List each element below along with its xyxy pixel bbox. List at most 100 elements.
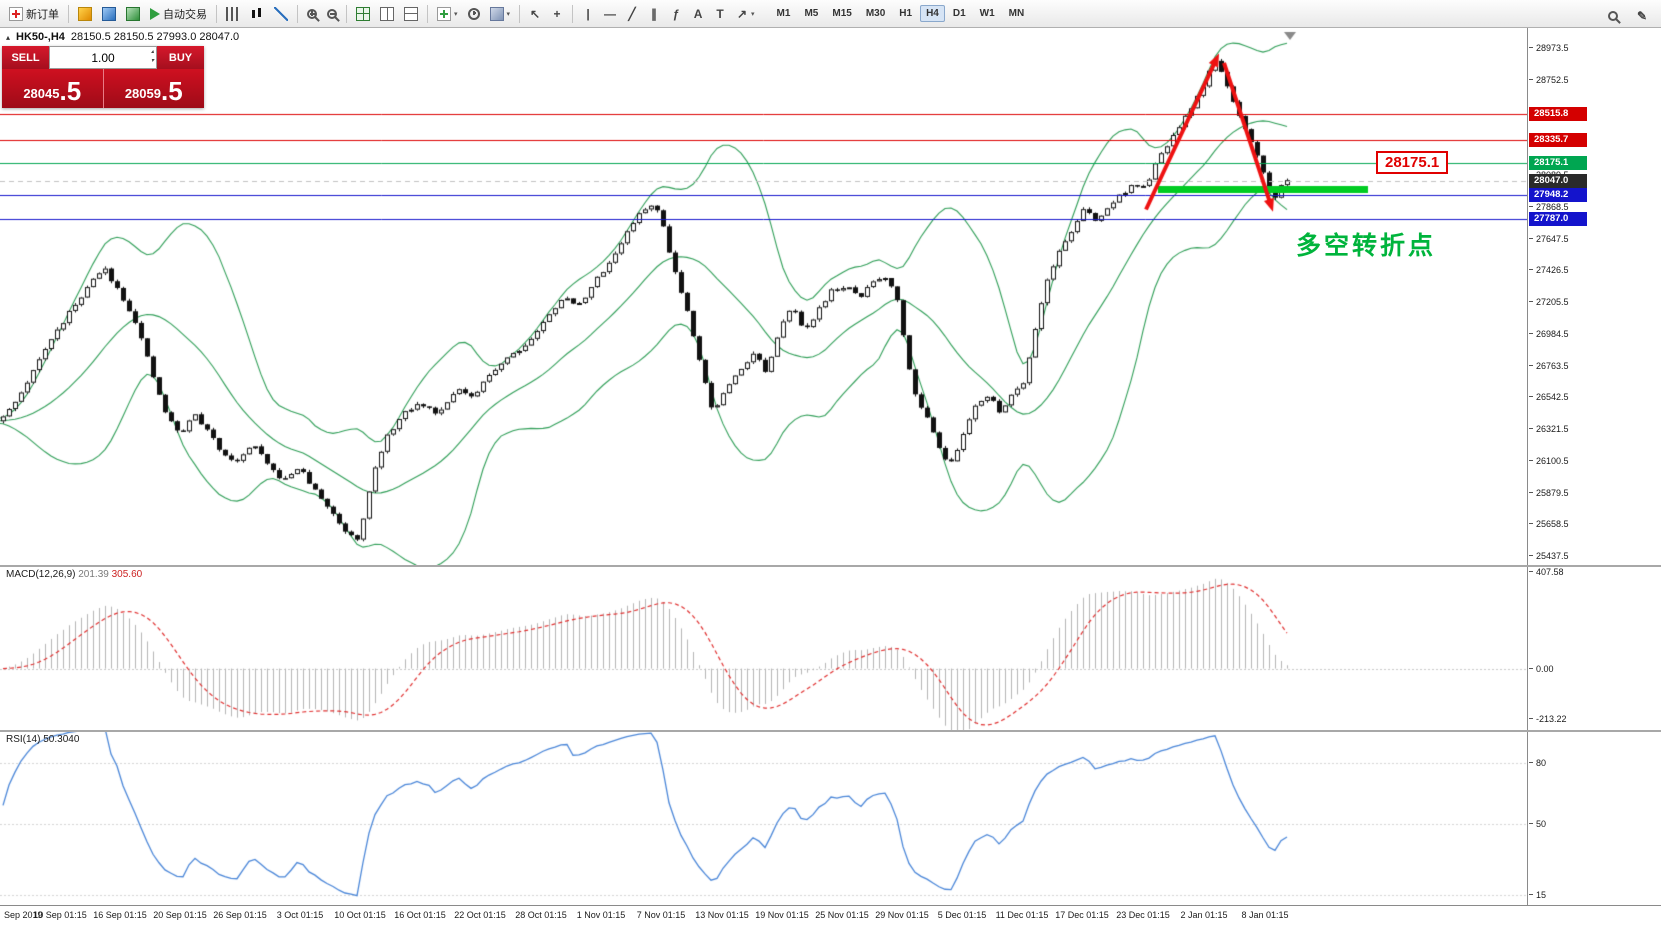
toolbar-separator — [572, 4, 574, 23]
navigator-button[interactable] — [97, 1, 121, 26]
price-axis[interactable]: 28973.528752.528531.528310.528089.527868… — [1527, 28, 1661, 906]
bars-chart-icon — [226, 6, 240, 21]
toolbar-separator — [427, 4, 428, 23]
terminal-button[interactable] — [121, 1, 145, 26]
terminal-icon — [126, 6, 140, 21]
quote-bar: ▴ HK50-,H4 28150.5 28150.5 27993.0 28047… — [6, 31, 239, 43]
price-tag-28175.1: 28175.1 — [1529, 155, 1587, 170]
volume-stepper[interactable]: ▴ ▾ — [151, 48, 154, 66]
sell-price-fraction: .5 — [59, 76, 82, 106]
toolbar-separator — [346, 4, 347, 23]
new-order-button[interactable]: 新订单 — [4, 1, 64, 26]
macd-label: MACD(12,26,9) 201.39 305.60 — [6, 569, 142, 580]
tile-horizontal-button[interactable] — [399, 1, 423, 26]
new-chart-button[interactable]: ▾ — [432, 1, 463, 26]
one-click-trading-panel: SELL 1.00 ▴ ▾ BUY 28045.5 28059.5 — [2, 46, 204, 108]
autoscroll-button[interactable] — [463, 1, 485, 26]
timeframe-d1[interactable]: D1 — [952, 8, 966, 19]
horizontal-line-button[interactable]: — — [599, 1, 621, 26]
price-tag-28335.7: 28335.7 — [1529, 132, 1587, 147]
time-label: 26 Sep 01:15 — [213, 910, 267, 920]
bar-chart-button[interactable] — [221, 1, 245, 26]
line-chart-button[interactable] — [269, 1, 293, 26]
time-label: 25 Nov 01:15 — [815, 910, 869, 920]
label-button[interactable]: T — [709, 1, 731, 26]
time-axis[interactable]: Sep 2019 10 Sep 01:15 16 Sep 01:15 20 Sep 0… — [0, 906, 1527, 952]
axis-tick: 25658.5 — [1529, 519, 1569, 530]
stepper-down-icon[interactable]: ▾ — [150, 58, 154, 64]
tile-vertical-button[interactable] — [375, 1, 399, 26]
macd-main-value: 201.39 — [78, 569, 109, 580]
time-label: 20 Sep 01:15 — [153, 910, 207, 920]
price-tag-27787.0: 27787.0 — [1529, 211, 1587, 226]
search-button[interactable] — [1603, 3, 1623, 28]
time-label: Sep 2019 — [4, 910, 43, 920]
time-label: 8 Jan 01:15 — [1241, 910, 1289, 920]
zoom-out-button[interactable] — [322, 1, 342, 26]
timeframe-toolbar: M1 M5 M15 M30 H1 H4 D1 W1 MN — [770, 5, 1032, 22]
tile-windows-button[interactable] — [351, 1, 375, 26]
vertical-line-button[interactable]: | — [577, 1, 599, 26]
timeframe-w1[interactable]: W1 — [979, 8, 995, 19]
tile-h-icon — [404, 6, 418, 21]
market-watch-button[interactable] — [73, 1, 97, 26]
timeframe-h1[interactable]: H1 — [899, 8, 913, 19]
channel-button[interactable]: ∥ — [643, 1, 665, 26]
sell-price[interactable]: 28045.5 — [2, 69, 103, 108]
edit-button[interactable]: ✎ — [1631, 3, 1653, 28]
new-order-button-label: 新订单 — [26, 8, 59, 21]
stepper-up-icon[interactable]: ▴ — [150, 49, 154, 55]
cursor-button[interactable]: ↖ — [524, 1, 546, 26]
panel-separator[interactable] — [0, 565, 1661, 567]
autotrading-button[interactable]: 自动交易 — [145, 1, 212, 26]
buy-price[interactable]: 28059.5 — [102, 69, 205, 108]
trendline-button[interactable]: ╱ — [621, 1, 643, 26]
timeframe-m30[interactable]: M30 — [865, 8, 886, 19]
axis-tick: 27647.5 — [1529, 233, 1569, 244]
arrows-icon: ↗ — [737, 6, 748, 21]
axis-tick: 407.58 — [1529, 567, 1564, 578]
axis-tick: 26984.5 — [1529, 328, 1569, 339]
autotrading-button-label: 自动交易 — [163, 8, 207, 21]
macd-panel[interactable] — [0, 567, 1527, 730]
axis-tick: 26763.5 — [1529, 360, 1569, 371]
time-label: 3 Oct 01:15 — [276, 910, 324, 920]
axis-tick: 26542.5 — [1529, 392, 1569, 403]
buy-button[interactable]: BUY — [157, 46, 204, 69]
turning-point-annotation: 多空转折点 — [1296, 232, 1437, 260]
timeframe-m5[interactable]: M5 — [804, 8, 819, 19]
text-button[interactable]: A — [687, 1, 709, 26]
axis-tick: -213.22 — [1529, 713, 1567, 724]
time-label: 10 Oct 01:15 — [334, 910, 386, 920]
timeframe-m1[interactable]: M1 — [776, 8, 791, 19]
timeframe-h4[interactable]: H4 — [920, 5, 945, 22]
symbol-title: HK50-,H4 — [16, 31, 65, 43]
crosshair-button[interactable]: + — [546, 1, 568, 26]
rsi-panel[interactable] — [0, 732, 1527, 905]
market-watch-icon — [78, 6, 92, 21]
fibonacci-button[interactable]: ƒ — [665, 1, 687, 26]
axis-tick: 28752.5 — [1529, 74, 1569, 85]
time-label: 23 Dec 01:15 — [1116, 910, 1170, 920]
navigator-icon — [102, 6, 116, 21]
arrows-button[interactable]: ↗ ▾ — [731, 1, 760, 26]
macd-signal-value: 305.60 — [111, 569, 143, 580]
zoom-in-button[interactable] — [302, 1, 322, 26]
clock-icon — [467, 7, 480, 20]
panel-separator[interactable] — [0, 730, 1661, 732]
timeframe-mn[interactable]: MN — [1008, 8, 1025, 19]
sell-button[interactable]: SELL — [2, 46, 49, 69]
time-label: 19 Nov 01:15 — [755, 910, 809, 920]
toolbar-separator — [216, 4, 217, 23]
volume-input[interactable]: 1.00 ▴ ▾ — [49, 46, 157, 69]
axis-tick: 25437.5 — [1529, 551, 1569, 562]
template-icon — [489, 6, 504, 21]
templates-button[interactable]: ▾ — [485, 1, 516, 26]
price-annotation-box[interactable]: 28175.1 — [1376, 151, 1449, 174]
new-chart-icon — [437, 6, 451, 21]
time-label: 29 Nov 01:15 — [875, 910, 929, 920]
main-price-chart[interactable] — [0, 28, 1527, 565]
timeframe-m15[interactable]: M15 — [832, 8, 852, 19]
collapse-icon[interactable]: ▴ — [6, 32, 11, 42]
candlestick-chart-button[interactable] — [245, 1, 269, 26]
